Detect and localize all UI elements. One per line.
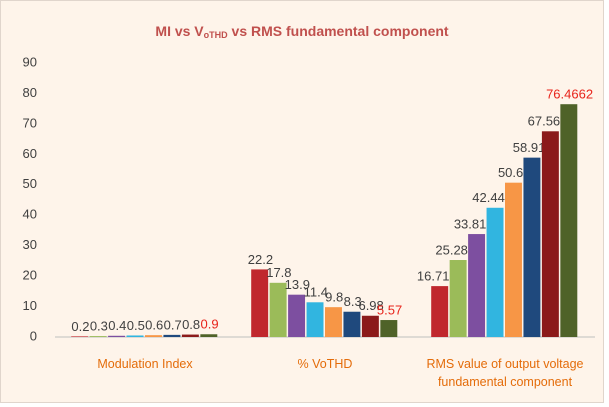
x-tick-label: % VoTHD <box>297 357 353 371</box>
y-tick-label: 10 <box>23 298 37 313</box>
value-label: 6.98 <box>358 298 383 313</box>
bar <box>251 269 269 337</box>
bar <box>288 294 306 337</box>
bar <box>468 234 486 337</box>
bar <box>200 334 218 337</box>
bar <box>449 260 467 337</box>
y-tick-label: 20 <box>23 268 37 283</box>
bar <box>89 336 107 337</box>
bar <box>343 311 361 337</box>
value-label: 0.6 <box>145 318 163 333</box>
bar <box>486 207 504 337</box>
bar <box>523 157 541 337</box>
bar <box>361 315 379 337</box>
bar <box>431 286 449 337</box>
value-label: 11.4 <box>304 285 328 300</box>
value-label: 5.57 <box>377 302 402 317</box>
value-label: 22.2 <box>248 252 273 267</box>
value-label: 76.4662 <box>546 87 593 102</box>
value-label: 0.4 <box>108 318 126 333</box>
bar <box>505 182 522 337</box>
y-tick-label: 30 <box>23 237 37 252</box>
value-label: 13.9 <box>285 277 310 292</box>
y-tick-label: 40 <box>23 207 37 222</box>
bar <box>560 104 578 337</box>
bar <box>108 335 126 337</box>
x-tick-label: Modulation Index <box>97 357 193 371</box>
bar <box>306 302 324 337</box>
bar <box>325 307 342 337</box>
value-label: 0.8 <box>182 317 200 332</box>
value-label: 0.2 <box>71 319 89 334</box>
value-label: 50.69 <box>498 165 531 180</box>
bar <box>126 335 144 337</box>
title-part: MI vs V <box>155 23 204 39</box>
bar <box>269 282 287 337</box>
x-tick-container: % VoTHD <box>297 357 353 371</box>
bar <box>181 334 199 337</box>
y-tick-label: 80 <box>23 85 37 100</box>
y-tick-label: 90 <box>23 54 37 69</box>
bar <box>71 336 89 337</box>
bar <box>163 334 181 337</box>
y-tick-label: 50 <box>23 176 37 191</box>
value-label: 0.3 <box>90 319 108 334</box>
bar <box>541 131 559 337</box>
title-subscript: oTHD <box>204 30 228 40</box>
value-label: 17.8 <box>266 265 291 280</box>
y-tick-label: 70 <box>23 115 37 130</box>
value-label: 0.9 <box>201 317 219 332</box>
value-label: 0.5 <box>127 318 145 333</box>
value-label: 9.8 <box>325 290 343 305</box>
y-tick-label: 60 <box>23 146 37 161</box>
value-label: 0.7 <box>164 317 182 332</box>
bar <box>145 335 162 337</box>
y-tick-label: 0 <box>30 328 37 343</box>
title-part: vs RMS fundamental component <box>228 23 449 39</box>
value-label: 8.3 <box>344 294 362 309</box>
bar <box>380 320 398 337</box>
chart-title: MI vs VoTHD vs RMS fundamental component <box>155 23 448 41</box>
x-tick-container: Modulation Index <box>97 357 193 371</box>
x-tick-container: RMS value of output voltage fundamental … <box>426 357 584 389</box>
x-tick-label: RMS value of output voltage fundamental … <box>426 357 584 389</box>
